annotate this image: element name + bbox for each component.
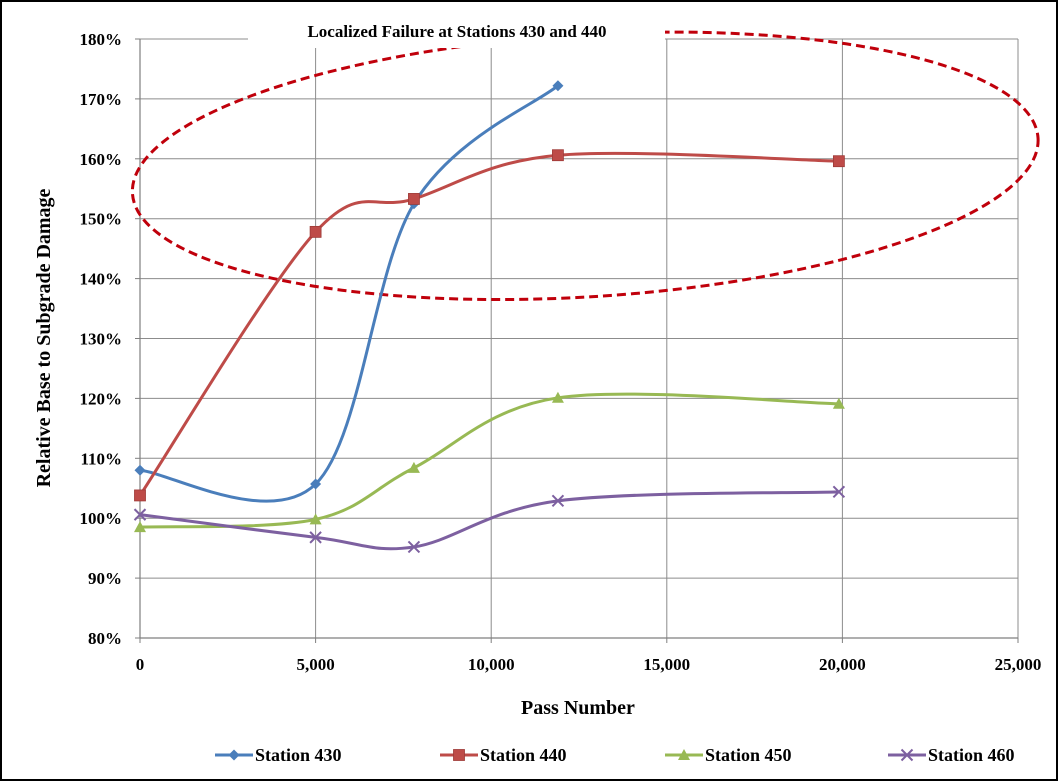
data-point-station-450-0: [134, 521, 146, 533]
legend: Station 430 Station 440 Station 450 Station…: [215, 745, 1015, 765]
legend-marker-station-430: [228, 749, 240, 761]
series-station-430: [134, 80, 564, 503]
legend-item-station-450: Station 450: [665, 745, 792, 765]
legend-marker-station-460: [900, 748, 914, 762]
legend-label-station-430: Station 430: [255, 745, 342, 765]
data-point-station-460-4: [832, 485, 846, 499]
data-point-station-450-2: [407, 461, 420, 473]
legend-marker-station-450: [678, 749, 690, 760]
legend-label-station-450: Station 450: [705, 745, 792, 765]
data-point-station-440-0: [134, 489, 146, 502]
data-point-station-450-4: [832, 397, 845, 409]
series-line-station-450: [138, 392, 841, 529]
y-tick-label-9: 170%: [80, 90, 123, 109]
y-tick-label-2: 100%: [80, 509, 123, 528]
data-point-station-460-3: [551, 494, 565, 508]
x-tick-label-3: 15,000: [643, 655, 690, 674]
y-tick-label-1: 90%: [88, 569, 122, 588]
y-tick-label-5: 130%: [80, 330, 123, 349]
x-tick-label-2: 10,000: [468, 655, 515, 674]
data-point-station-430-0: [134, 464, 146, 476]
x-tick-label-4: 20,000: [819, 655, 866, 674]
data-point-station-440-4: [832, 155, 845, 168]
chart-title-background: [248, 18, 665, 48]
data-point-station-440-3: [552, 149, 564, 162]
data-point-station-430-3: [552, 80, 564, 92]
data-point-station-440-1: [309, 225, 322, 238]
series-station-450: [134, 391, 845, 533]
y-tick-label-6: 140%: [80, 270, 123, 289]
plot-frame: [135, 38, 1019, 643]
y-tick-label-4: 120%: [80, 389, 123, 408]
data-point-station-460-2: [407, 540, 421, 554]
data-point-station-430-1: [310, 478, 322, 490]
chart-title: Localized Failure at Stations 430 and 44…: [307, 22, 606, 41]
legend-label-station-440: Station 440: [480, 745, 567, 765]
data-point-station-440-2: [408, 193, 420, 205]
legend-marker-station-440: [453, 749, 465, 761]
y-axis-title: Relative Base to Subgrade Damage: [33, 188, 55, 487]
y-tick-label-3: 110%: [80, 449, 122, 468]
x-tick-label-1: 5,000: [296, 655, 334, 674]
legend-item-station-460: Station 460: [888, 745, 1015, 765]
legend-label-station-460: Station 460: [928, 745, 1015, 765]
data-point-station-450-3: [551, 391, 564, 403]
x-tick-label-0: 0: [136, 655, 145, 674]
series-station-440: [134, 149, 845, 502]
legend-item-station-430: Station 430: [215, 745, 342, 765]
tick-label-layer: 80% 90% 100% 110% 120% 130% 140% 150% 160% 170% 18…: [80, 30, 1042, 674]
series-line-station-430: [138, 84, 560, 503]
series-station-460: [133, 485, 846, 554]
y-tick-label-8: 160%: [80, 150, 123, 169]
series-line-station-460: [138, 490, 841, 551]
data-point-station-460-1: [309, 531, 322, 544]
y-tick-label-7: 150%: [80, 210, 123, 229]
legend-item-station-440: Station 440: [440, 745, 567, 765]
data-point-station-450-1: [309, 513, 322, 525]
x-axis-title: Pass Number: [521, 697, 635, 719]
y-tick-label-0: 80%: [88, 629, 122, 648]
series-layer: [133, 80, 846, 554]
x-tick-label-5: 25,000: [995, 655, 1042, 674]
data-point-station-460-0: [133, 508, 147, 521]
y-tick-label-10: 180%: [80, 30, 123, 49]
